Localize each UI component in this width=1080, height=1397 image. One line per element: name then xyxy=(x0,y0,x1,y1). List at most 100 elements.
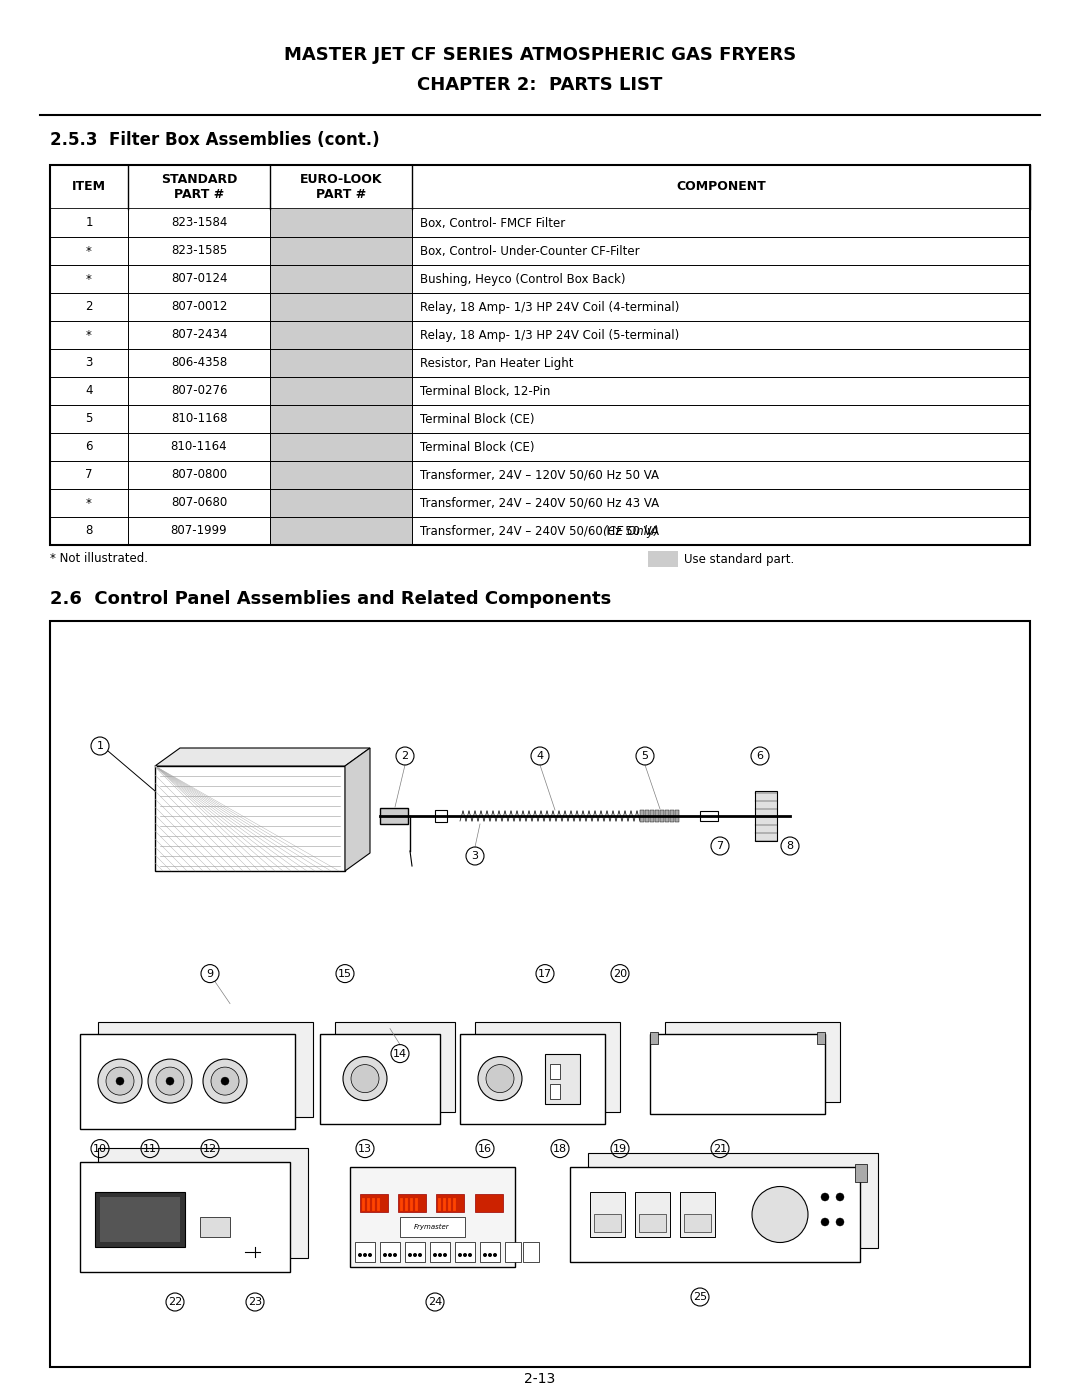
Circle shape xyxy=(351,1065,379,1092)
Circle shape xyxy=(443,1253,447,1257)
Bar xyxy=(400,1217,465,1236)
Text: *: * xyxy=(86,244,92,257)
Text: Relay, 18 Amp- 1/3 HP 24V Coil (4-terminal): Relay, 18 Amp- 1/3 HP 24V Coil (4-termin… xyxy=(420,300,679,313)
Circle shape xyxy=(211,1067,239,1095)
Bar xyxy=(570,1166,860,1261)
Text: 6: 6 xyxy=(756,752,764,761)
Text: Resistor, Pan Heater Light: Resistor, Pan Heater Light xyxy=(420,356,573,369)
Bar xyxy=(270,461,411,489)
Bar xyxy=(380,807,408,824)
Text: EURO-LOOK
PART #: EURO-LOOK PART # xyxy=(300,173,382,201)
Bar xyxy=(665,1021,840,1102)
Bar xyxy=(50,517,1030,545)
Bar xyxy=(480,1242,500,1261)
Text: Terminal Block (CE): Terminal Block (CE) xyxy=(420,440,535,454)
Circle shape xyxy=(463,1253,467,1257)
Circle shape xyxy=(492,1253,497,1257)
Circle shape xyxy=(483,1253,487,1257)
Text: Terminal Block, 12-Pin: Terminal Block, 12-Pin xyxy=(420,384,551,398)
Circle shape xyxy=(836,1218,843,1227)
Text: Transformer, 24V – 240V 50/60 Hz 43 VA: Transformer, 24V – 240V 50/60 Hz 43 VA xyxy=(420,496,659,510)
Text: 8: 8 xyxy=(85,524,93,538)
Bar xyxy=(399,1194,426,1213)
Bar xyxy=(660,810,664,821)
Bar xyxy=(270,405,411,433)
Circle shape xyxy=(468,1253,472,1257)
Bar xyxy=(80,1162,291,1273)
Bar xyxy=(320,1034,440,1123)
Bar xyxy=(350,1166,515,1267)
Text: 10: 10 xyxy=(93,1144,107,1154)
Text: Relay, 18 Amp- 1/3 HP 24V Coil (5-terminal): Relay, 18 Amp- 1/3 HP 24V Coil (5-termin… xyxy=(420,328,679,341)
Bar xyxy=(270,489,411,517)
Bar xyxy=(270,293,411,321)
Polygon shape xyxy=(156,747,370,766)
Text: ITEM: ITEM xyxy=(72,180,106,194)
Bar xyxy=(684,1214,711,1232)
Bar xyxy=(755,791,777,841)
Bar xyxy=(80,1034,295,1129)
Text: 5: 5 xyxy=(642,752,648,761)
Polygon shape xyxy=(345,747,370,870)
Circle shape xyxy=(106,1067,134,1095)
Circle shape xyxy=(148,1059,192,1104)
Text: Terminal Block (CE): Terminal Block (CE) xyxy=(420,412,535,426)
Text: 15: 15 xyxy=(338,968,352,979)
Bar xyxy=(270,321,411,349)
Bar xyxy=(594,1214,621,1232)
Text: 21: 21 xyxy=(713,1144,727,1154)
Bar xyxy=(430,1242,450,1261)
Bar xyxy=(855,1164,867,1182)
Bar xyxy=(639,1214,666,1232)
Text: 12: 12 xyxy=(203,1144,217,1154)
Bar xyxy=(50,293,1030,321)
Bar xyxy=(475,1194,503,1213)
Text: 2: 2 xyxy=(402,752,408,761)
Bar xyxy=(523,1242,539,1261)
Text: CHAPTER 2:  PARTS LIST: CHAPTER 2: PARTS LIST xyxy=(417,75,663,94)
Circle shape xyxy=(486,1065,514,1092)
Circle shape xyxy=(413,1253,417,1257)
Text: *: * xyxy=(86,496,92,510)
Bar xyxy=(680,1192,715,1236)
Text: * Not illustrated.: * Not illustrated. xyxy=(50,552,148,566)
Bar xyxy=(654,810,659,821)
Text: 16: 16 xyxy=(478,1144,492,1154)
Circle shape xyxy=(821,1193,829,1201)
Bar xyxy=(360,1194,388,1213)
Bar xyxy=(816,1031,825,1044)
Text: 810-1168: 810-1168 xyxy=(171,412,227,426)
Text: 2.6  Control Panel Assemblies and Related Components: 2.6 Control Panel Assemblies and Related… xyxy=(50,590,611,608)
Text: 7: 7 xyxy=(85,468,93,482)
Text: 20: 20 xyxy=(613,968,627,979)
Circle shape xyxy=(156,1067,184,1095)
Bar xyxy=(650,1031,658,1044)
Bar xyxy=(455,1242,475,1261)
Bar xyxy=(635,1192,670,1236)
Text: 7: 7 xyxy=(716,841,724,851)
Text: Box, Control- Under-Counter CF-Filter: Box, Control- Under-Counter CF-Filter xyxy=(420,244,639,257)
Bar xyxy=(270,433,411,461)
Circle shape xyxy=(458,1253,462,1257)
Bar xyxy=(100,1197,180,1242)
Bar xyxy=(665,810,669,821)
Text: 9: 9 xyxy=(206,968,214,979)
Text: 14: 14 xyxy=(393,1049,407,1059)
Bar xyxy=(98,1148,308,1259)
Bar xyxy=(460,1034,605,1123)
Text: 807-0800: 807-0800 xyxy=(171,468,227,482)
Text: 807-0012: 807-0012 xyxy=(171,300,227,313)
Bar xyxy=(670,810,674,821)
Bar xyxy=(50,405,1030,433)
Text: (CE Only): (CE Only) xyxy=(604,524,659,538)
Circle shape xyxy=(363,1253,367,1257)
Text: Transformer, 24V – 240V 50/60 Hz 50 VA: Transformer, 24V – 240V 50/60 Hz 50 VA xyxy=(420,524,663,538)
Bar xyxy=(50,210,1030,237)
Text: 25: 25 xyxy=(693,1292,707,1302)
Circle shape xyxy=(488,1253,492,1257)
Text: 807-1999: 807-1999 xyxy=(171,524,227,538)
Text: 2.5.3  Filter Box Assemblies (cont.): 2.5.3 Filter Box Assemblies (cont.) xyxy=(50,131,380,149)
Bar xyxy=(50,349,1030,377)
Bar xyxy=(50,237,1030,265)
Bar xyxy=(50,165,1030,210)
